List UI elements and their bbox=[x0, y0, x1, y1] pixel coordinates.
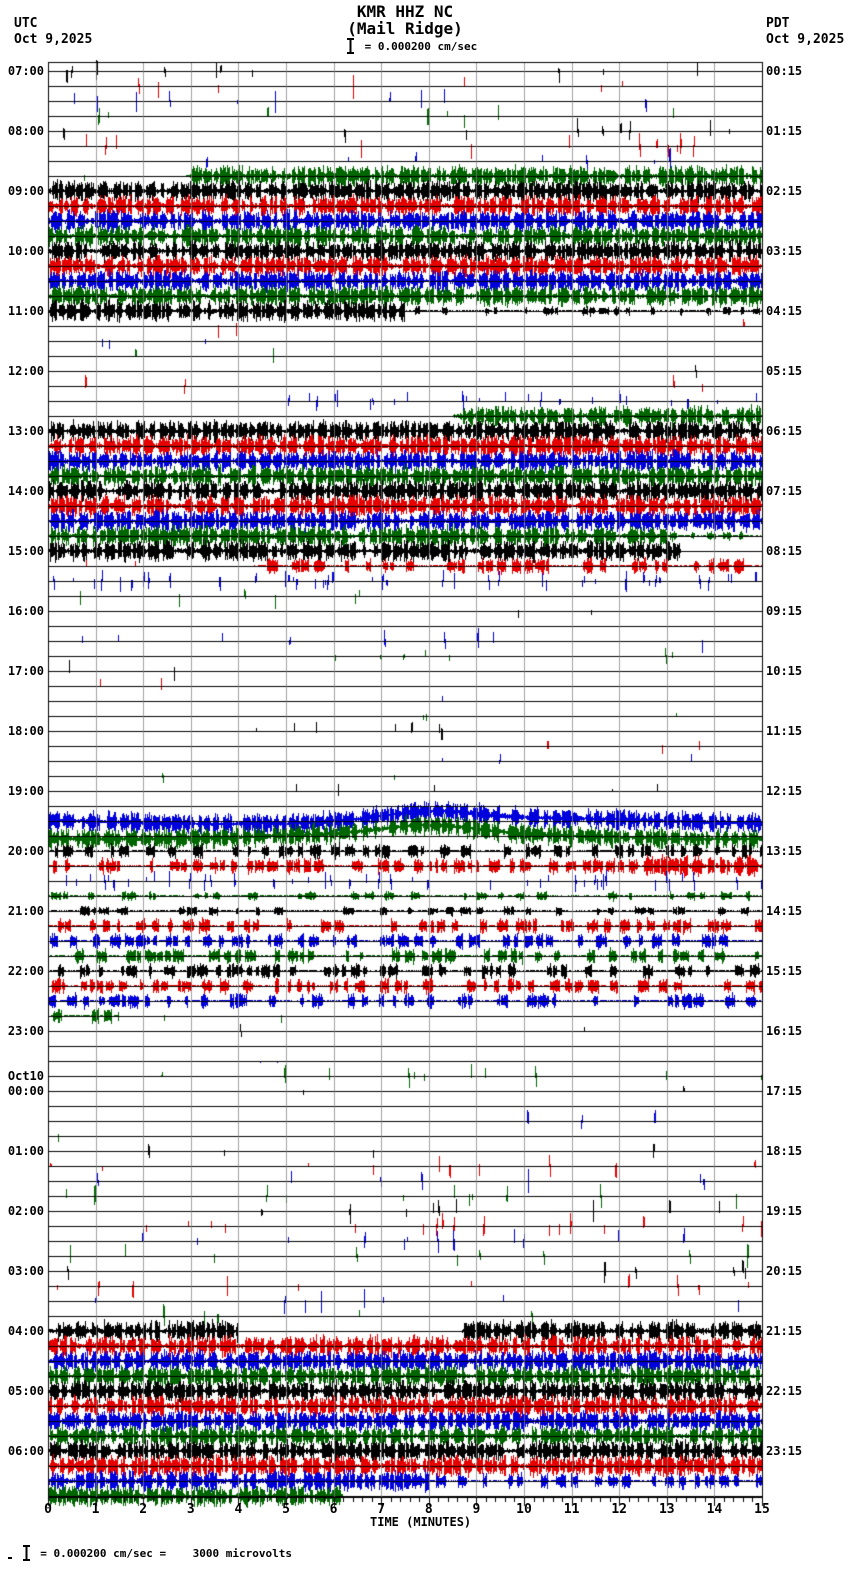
pdt-hour-label: 11:15 bbox=[766, 724, 803, 738]
utc-hour-label: 15:00 bbox=[7, 544, 44, 558]
utc-hour-label: 03:00 bbox=[7, 1264, 44, 1278]
pdt-hour-label: 15:15 bbox=[766, 964, 803, 978]
utc-hour-label: 05:00 bbox=[7, 1384, 44, 1398]
pdt-hour-label: 05:15 bbox=[766, 364, 803, 378]
pdt-hour-label: 02:15 bbox=[766, 184, 803, 198]
x-tick-label: 1 bbox=[91, 1502, 100, 1517]
pdt-hour-label: 12:15 bbox=[766, 784, 803, 798]
pdt-hour-label: 09:15 bbox=[766, 604, 803, 618]
x-tick-label: 2 bbox=[139, 1502, 148, 1517]
pdt-hour-label: 14:15 bbox=[766, 904, 803, 918]
utc-hour-label: 09:00 bbox=[7, 184, 44, 198]
x-axis-title: TIME (MINUTES) bbox=[370, 1515, 472, 1529]
utc-hour-label: 19:00 bbox=[7, 784, 44, 798]
x-tick-label: 6 bbox=[329, 1502, 338, 1517]
utc-hour-label: 23:00 bbox=[7, 1024, 44, 1038]
utc-hour-label: 20:00 bbox=[7, 844, 44, 858]
utc-hour-label: 08:00 bbox=[7, 124, 44, 138]
utc-hour-label: 01:00 bbox=[7, 1144, 44, 1158]
footer-mark bbox=[8, 1557, 12, 1559]
pdt-hour-label: 00:15 bbox=[766, 64, 803, 78]
footer-scale-bar-icon bbox=[22, 1545, 31, 1565]
utc-hour-label: 21:00 bbox=[7, 904, 44, 918]
pdt-hour-label: 10:15 bbox=[766, 664, 803, 678]
footer-scale-legend: = 0.000200 cm/sec = 3000 microvolts bbox=[8, 1545, 292, 1565]
pdt-hour-label: 06:15 bbox=[766, 424, 803, 438]
utc-hour-label: 00:00 bbox=[7, 1084, 44, 1098]
x-tick-label: 5 bbox=[282, 1502, 290, 1517]
pdt-hour-label: 21:15 bbox=[766, 1324, 803, 1338]
pdt-hour-label: 01:15 bbox=[766, 124, 803, 138]
utc-hour-label: 04:00 bbox=[7, 1324, 44, 1338]
x-tick-label: 13 bbox=[658, 1502, 675, 1517]
pdt-hour-label: 04:15 bbox=[766, 304, 803, 318]
pdt-hour-label: 16:15 bbox=[766, 1024, 803, 1038]
x-tick-label: 3 bbox=[186, 1502, 195, 1517]
pdt-hour-label: 03:15 bbox=[766, 244, 803, 258]
pdt-hour-label: 22:15 bbox=[766, 1384, 803, 1398]
x-tick-label: 0 bbox=[44, 1502, 52, 1517]
pdt-hour-label: 08:15 bbox=[766, 544, 803, 558]
footer-scale-text: = 0.000200 cm/sec = 3000 microvolts bbox=[40, 1547, 292, 1560]
x-tick-label: 7 bbox=[377, 1502, 386, 1517]
utc-hour-label: 13:00 bbox=[7, 424, 44, 438]
pdt-hour-label: 13:15 bbox=[766, 844, 803, 858]
x-tick-label: 10 bbox=[516, 1502, 532, 1517]
pdt-hour-label: 18:15 bbox=[766, 1144, 803, 1158]
pdt-hour-label: 20:15 bbox=[766, 1264, 803, 1278]
utc-hour-label: 11:00 bbox=[7, 304, 44, 318]
pdt-hour-label: 17:15 bbox=[766, 1084, 803, 1098]
utc-hour-label: 10:00 bbox=[7, 244, 44, 258]
utc-hour-label: 18:00 bbox=[7, 724, 44, 738]
x-tick-label: 4 bbox=[234, 1502, 243, 1517]
utc-hour-label: 12:00 bbox=[7, 364, 44, 378]
x-tick-label: 12 bbox=[611, 1502, 628, 1517]
utc-hour-label: 02:00 bbox=[7, 1204, 44, 1218]
utc-hour-label: 16:00 bbox=[7, 604, 44, 618]
pdt-hour-label: 19:15 bbox=[766, 1204, 803, 1218]
pdt-hour-label: 07:15 bbox=[766, 484, 803, 498]
x-tick-label: 8 bbox=[424, 1502, 433, 1517]
utc-hour-label: 06:00 bbox=[7, 1444, 44, 1458]
utc-hour-label: 22:00 bbox=[7, 964, 44, 978]
x-tick-label: 14 bbox=[706, 1502, 723, 1517]
x-tick-label: 9 bbox=[472, 1502, 481, 1517]
utc-hour-label: 17:00 bbox=[7, 664, 44, 678]
x-tick-label: 15 bbox=[754, 1502, 770, 1517]
x-tick-label: 11 bbox=[563, 1502, 580, 1517]
utc-hour-label: 14:00 bbox=[7, 484, 44, 498]
pdt-hour-label: 23:15 bbox=[766, 1444, 803, 1458]
utc-hour-label: 07:00 bbox=[7, 64, 44, 78]
utc-date-rollover-label: Oct10 bbox=[7, 1069, 44, 1083]
